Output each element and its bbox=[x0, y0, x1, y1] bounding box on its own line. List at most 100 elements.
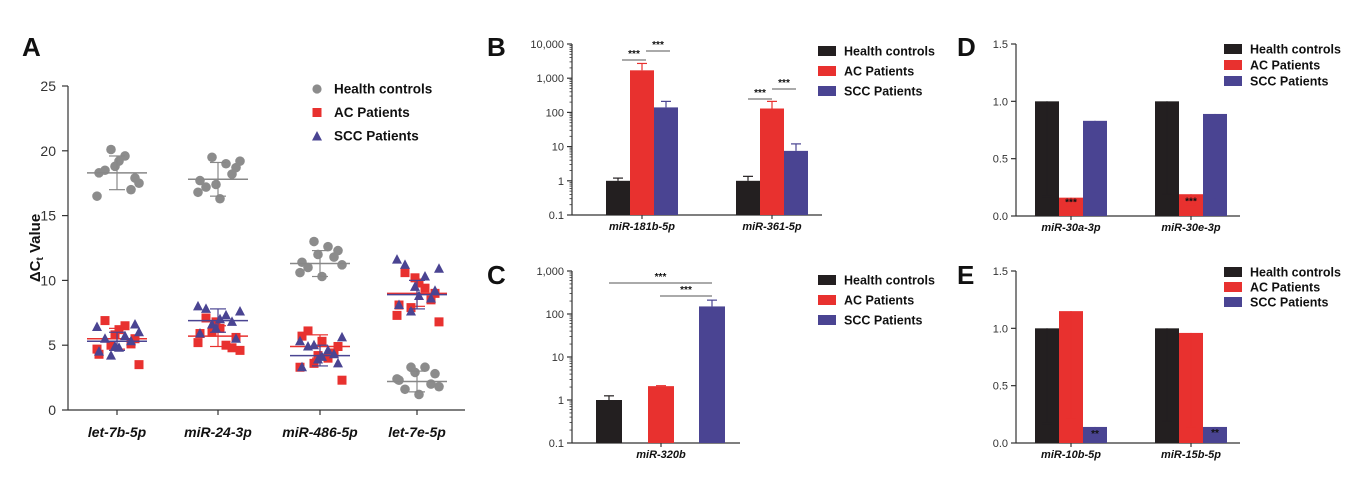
legend-swatch-2 bbox=[1224, 297, 1242, 307]
legend-label-0: Health controls bbox=[1250, 43, 1341, 57]
scatter-point-triangle bbox=[303, 340, 313, 351]
y-tick-label: 100 bbox=[546, 309, 564, 321]
y-tick-label: 1.0 bbox=[993, 323, 1008, 335]
scatter-point-circle bbox=[193, 187, 203, 198]
scatter-point-circle bbox=[106, 144, 116, 155]
significance-marker: *** bbox=[754, 88, 766, 99]
scatter-point-triangle bbox=[195, 328, 205, 338]
bar bbox=[606, 180, 630, 215]
bar bbox=[1059, 197, 1083, 216]
legend-swatch-2 bbox=[818, 315, 836, 325]
scatter-point-circle bbox=[134, 178, 144, 188]
legend-swatch-0 bbox=[818, 275, 836, 285]
y-tick-label: 0.1 bbox=[549, 438, 564, 450]
legend-swatch-0 bbox=[1224, 44, 1242, 54]
scatter-point-circle bbox=[430, 368, 440, 379]
legend-label-2: SCC Patients bbox=[844, 314, 923, 328]
x-tick-label: miR-181b-5p bbox=[609, 221, 675, 233]
significance-marker: *** bbox=[652, 40, 664, 51]
scatter-point-square bbox=[134, 360, 144, 370]
y-tick-label: 0 bbox=[48, 402, 56, 418]
legend-marker-triangle bbox=[312, 131, 322, 141]
scatter-point-circle bbox=[126, 184, 136, 195]
scatter-point-circle bbox=[303, 262, 313, 273]
scatter-point-square bbox=[227, 343, 237, 353]
significance-marker: *** bbox=[628, 49, 640, 60]
y-tick-label: 0.0 bbox=[993, 438, 1008, 450]
significance-marker: *** bbox=[1065, 198, 1077, 209]
y-label-symbol: ΔC bbox=[27, 260, 44, 282]
bar bbox=[654, 107, 678, 215]
scatter-point-square bbox=[434, 317, 444, 327]
scatter-point-triangle bbox=[430, 285, 440, 295]
scatter-point-circle bbox=[235, 156, 245, 166]
legend-marker-circle bbox=[312, 84, 322, 94]
legend-marker-square bbox=[312, 108, 322, 117]
scatter-point-square bbox=[414, 278, 424, 288]
y-tick-label: 1 bbox=[558, 176, 564, 188]
scatter-point-circle bbox=[221, 158, 231, 169]
legend-label-0: Health controls bbox=[844, 274, 935, 288]
scatter-point-circle bbox=[323, 241, 333, 252]
legend-swatch-1 bbox=[1224, 282, 1242, 292]
scatter-point-square bbox=[297, 331, 307, 341]
bar bbox=[596, 400, 622, 443]
scatter-point-triangle bbox=[94, 346, 104, 356]
scatter-point-square bbox=[235, 345, 245, 355]
scatter-point-triangle bbox=[434, 263, 444, 273]
y-label-subscript: t bbox=[35, 257, 46, 261]
y-tick-label: 10 bbox=[552, 142, 564, 154]
scatter-point-square bbox=[420, 283, 430, 293]
panel-letter-e: E bbox=[957, 260, 974, 290]
x-tick-label: miR-361-5p bbox=[742, 221, 802, 233]
scatter-point-triangle bbox=[221, 309, 231, 320]
significance-marker: *** bbox=[778, 78, 790, 89]
scatter-point-triangle bbox=[406, 306, 416, 316]
bar bbox=[784, 150, 808, 215]
legend-swatch-0 bbox=[818, 46, 836, 56]
y-tick-label: 1.0 bbox=[993, 96, 1008, 108]
significance-marker: *** bbox=[680, 285, 692, 296]
y-tick-label: 5 bbox=[48, 337, 56, 353]
scatter-point-square bbox=[221, 340, 231, 350]
bar bbox=[648, 386, 674, 443]
y-tick-label: 1,000 bbox=[536, 73, 564, 85]
legend-swatch-1 bbox=[1224, 60, 1242, 70]
x-tick-label: miR-10b-5p bbox=[1041, 449, 1101, 461]
legend-label-0: Health controls bbox=[334, 82, 432, 97]
scatter-point-square bbox=[410, 273, 420, 283]
scatter-point-triangle bbox=[201, 303, 211, 313]
legend-label-2: SCC Patients bbox=[1250, 75, 1329, 89]
scatter-point-square bbox=[337, 375, 347, 385]
legend-label-1: AC Patients bbox=[1250, 59, 1320, 73]
scatter-point-circle bbox=[92, 191, 102, 201]
scatter-point-triangle bbox=[333, 357, 343, 368]
scatter-point-square bbox=[110, 330, 120, 340]
scatter-point-triangle bbox=[392, 254, 402, 264]
scatter-point-circle bbox=[110, 161, 120, 172]
scatter-point-circle bbox=[201, 182, 211, 192]
legend-label-0: Health controls bbox=[844, 45, 935, 59]
y-axis-label: ΔCt Value bbox=[27, 214, 46, 282]
legend-label-1: AC Patients bbox=[844, 294, 914, 308]
x-tick-label: miR-30e-3p bbox=[1161, 222, 1221, 234]
bar bbox=[699, 306, 725, 443]
scatter-point-triangle bbox=[309, 339, 319, 350]
significance-marker: ** bbox=[1211, 428, 1219, 439]
scatter-point-circle bbox=[400, 384, 410, 395]
legend-label-2: SCC Patients bbox=[844, 85, 923, 99]
scatter-point-square bbox=[392, 310, 402, 320]
scatter-point-triangle bbox=[394, 299, 404, 310]
legend-label-1: AC Patients bbox=[334, 105, 410, 120]
scatter-point-triangle bbox=[295, 335, 305, 346]
legend-label-2: SCC Patients bbox=[334, 129, 419, 144]
significance-marker: ** bbox=[1091, 429, 1099, 440]
scatter-point-triangle bbox=[130, 318, 140, 329]
y-tick-label: 1.5 bbox=[993, 266, 1008, 278]
scatter-point-circle bbox=[392, 374, 402, 384]
scatter-point-square bbox=[400, 268, 410, 278]
scatter-point-circle bbox=[420, 362, 430, 373]
bar bbox=[736, 180, 760, 215]
y-tick-label: 0.1 bbox=[549, 210, 564, 222]
